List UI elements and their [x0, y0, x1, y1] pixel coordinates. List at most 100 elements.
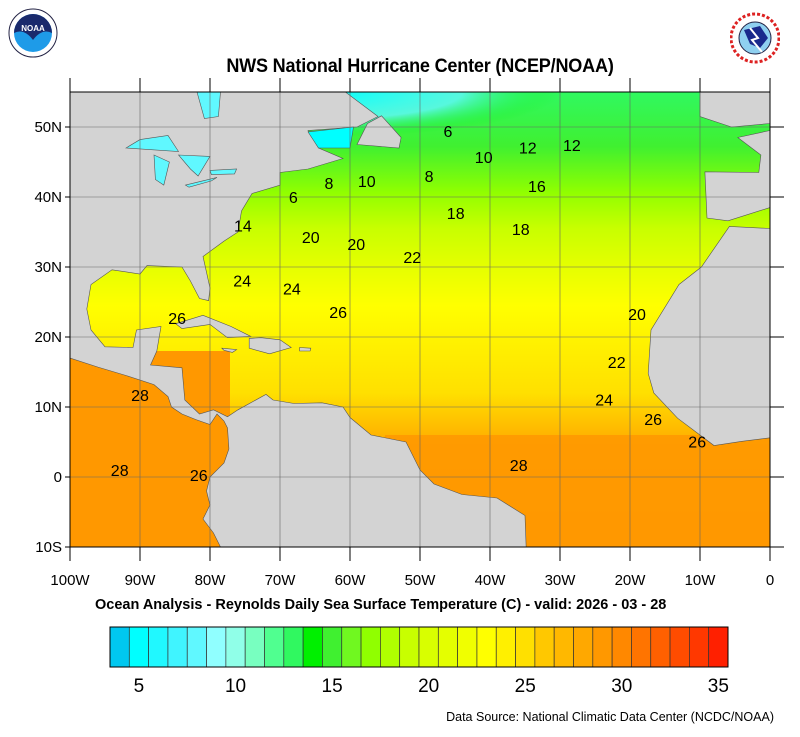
lon-tick-label: 90W — [125, 572, 157, 589]
contour-label: 26 — [688, 434, 706, 451]
colorbar-label: 5 — [133, 676, 145, 697]
colorbar-swatch — [380, 626, 401, 668]
lake — [209, 168, 238, 175]
colorbar-swatch — [244, 626, 265, 668]
colorbar-swatch — [689, 626, 710, 668]
contour-label: 26 — [329, 305, 347, 322]
colorbar-swatch — [322, 626, 343, 668]
land-hispaniola — [248, 337, 292, 355]
contour-label: 24 — [283, 282, 301, 299]
colorbar-swatch — [495, 626, 516, 668]
contour-label: 28 — [111, 463, 129, 480]
colorbar-swatch — [109, 626, 130, 668]
contour-label: 18 — [447, 206, 465, 223]
colorbar-swatch — [708, 626, 729, 668]
lon-tick-label: 70W — [265, 572, 297, 589]
colorbar-swatch — [631, 626, 652, 668]
colorbar-swatch — [128, 626, 149, 668]
noaa-logo-text: NOAA — [21, 24, 45, 33]
colorbar-swatch — [553, 626, 574, 668]
colorbar-swatch — [573, 626, 594, 668]
lon-tick-label: 10W — [685, 572, 717, 589]
contour-label: 10 — [358, 174, 376, 191]
lake — [177, 154, 211, 177]
contour-label: 22 — [403, 250, 421, 267]
lat-tick-label: 0 — [54, 469, 62, 486]
colorbar-label: 10 — [224, 676, 247, 697]
colorbar-swatch — [669, 626, 690, 668]
nws-logo — [729, 8, 781, 68]
land-jamaica — [221, 347, 238, 353]
lake — [153, 154, 170, 186]
pacific-warm — [70, 351, 230, 547]
lon-tick-label: 100W — [50, 572, 90, 589]
colorbar-label: 25 — [514, 676, 536, 697]
colorbar-swatch — [167, 626, 188, 668]
colorbar-swatch — [399, 626, 420, 668]
noaa-logo: NOAA — [8, 8, 58, 58]
contour-label: 26 — [168, 311, 186, 328]
land-puerto-rico — [299, 347, 312, 352]
lat-tick-label: 10S — [35, 539, 62, 556]
contour-label: 28 — [131, 388, 149, 405]
colorbar-label: 20 — [418, 676, 440, 697]
contour-label: 26 — [190, 468, 208, 485]
contour-label: 24 — [595, 392, 613, 409]
colorbar-swatch — [148, 626, 169, 668]
lon-tick-label: 40W — [475, 572, 507, 589]
contour-label: 20 — [347, 237, 365, 254]
colorbar-swatch — [515, 626, 536, 668]
contour-label: 18 — [512, 222, 530, 239]
data-source: Data Source: National Climatic Data Cent… — [446, 710, 774, 724]
colorbar-label: 35 — [707, 676, 729, 697]
colorbar-swatch — [341, 626, 362, 668]
contour-label: 12 — [563, 138, 581, 155]
contour-label: 20 — [302, 230, 320, 247]
lat-tick-label: 40N — [34, 189, 62, 206]
contour-label: 12 — [519, 140, 537, 157]
lat-tick-label: 30N — [34, 259, 62, 276]
lake — [125, 135, 180, 152]
colorbar-label: 30 — [611, 676, 633, 697]
contour-label: 8 — [425, 169, 434, 186]
colorbar-swatch — [476, 626, 497, 668]
colorbar-swatch — [186, 626, 207, 668]
lon-tick-label: 60W — [335, 572, 367, 589]
colorbar-swatch — [650, 626, 671, 668]
land-americas — [70, 92, 527, 547]
lake — [184, 177, 218, 188]
contour-label: 6 — [444, 124, 453, 141]
contour-label: 14 — [234, 219, 252, 236]
lon-tick-label: 20W — [615, 572, 647, 589]
colorbar-swatch — [360, 626, 381, 668]
colorbar-swatch — [457, 626, 478, 668]
colorbar-swatch — [418, 626, 439, 668]
colorbar-swatch — [611, 626, 632, 668]
colorbar-swatch — [283, 626, 304, 668]
land-iberia-france — [704, 130, 770, 222]
map-caption: Ocean Analysis - Reynolds Daily Sea Surf… — [95, 597, 667, 613]
contour-label: 26 — [644, 412, 662, 429]
contour-label: 16 — [528, 179, 546, 196]
lon-tick-label: 0 — [766, 572, 774, 589]
map-area: 6 10 12 12 8 16 6 8 10 18 18 14 20 20 22 24 24 26 26 20 22 24… — [70, 92, 770, 547]
contour-label: 24 — [233, 273, 251, 290]
colorbar-swatch — [592, 626, 613, 668]
lat-tick-label: 20N — [34, 329, 62, 346]
lon-tick-label: 30W — [545, 572, 577, 589]
colorbar-swatch — [264, 626, 285, 668]
lon-tick-label: 50W — [405, 572, 437, 589]
land-africa — [647, 226, 770, 446]
lon-tick-label: 80W — [195, 572, 227, 589]
contour-label: 20 — [628, 307, 646, 324]
lat-tick-label: 10N — [34, 399, 62, 416]
colorbar-frame — [109, 626, 729, 668]
lake — [196, 92, 221, 119]
contour-label: 10 — [475, 150, 493, 167]
contour-label: 22 — [608, 355, 626, 372]
colorbar-swatch — [302, 626, 323, 668]
colorbar-swatch — [437, 626, 458, 668]
colorbar-swatch — [206, 626, 227, 668]
page-title: NWS National Hurricane Center (NCEP/NOAA… — [226, 56, 614, 77]
